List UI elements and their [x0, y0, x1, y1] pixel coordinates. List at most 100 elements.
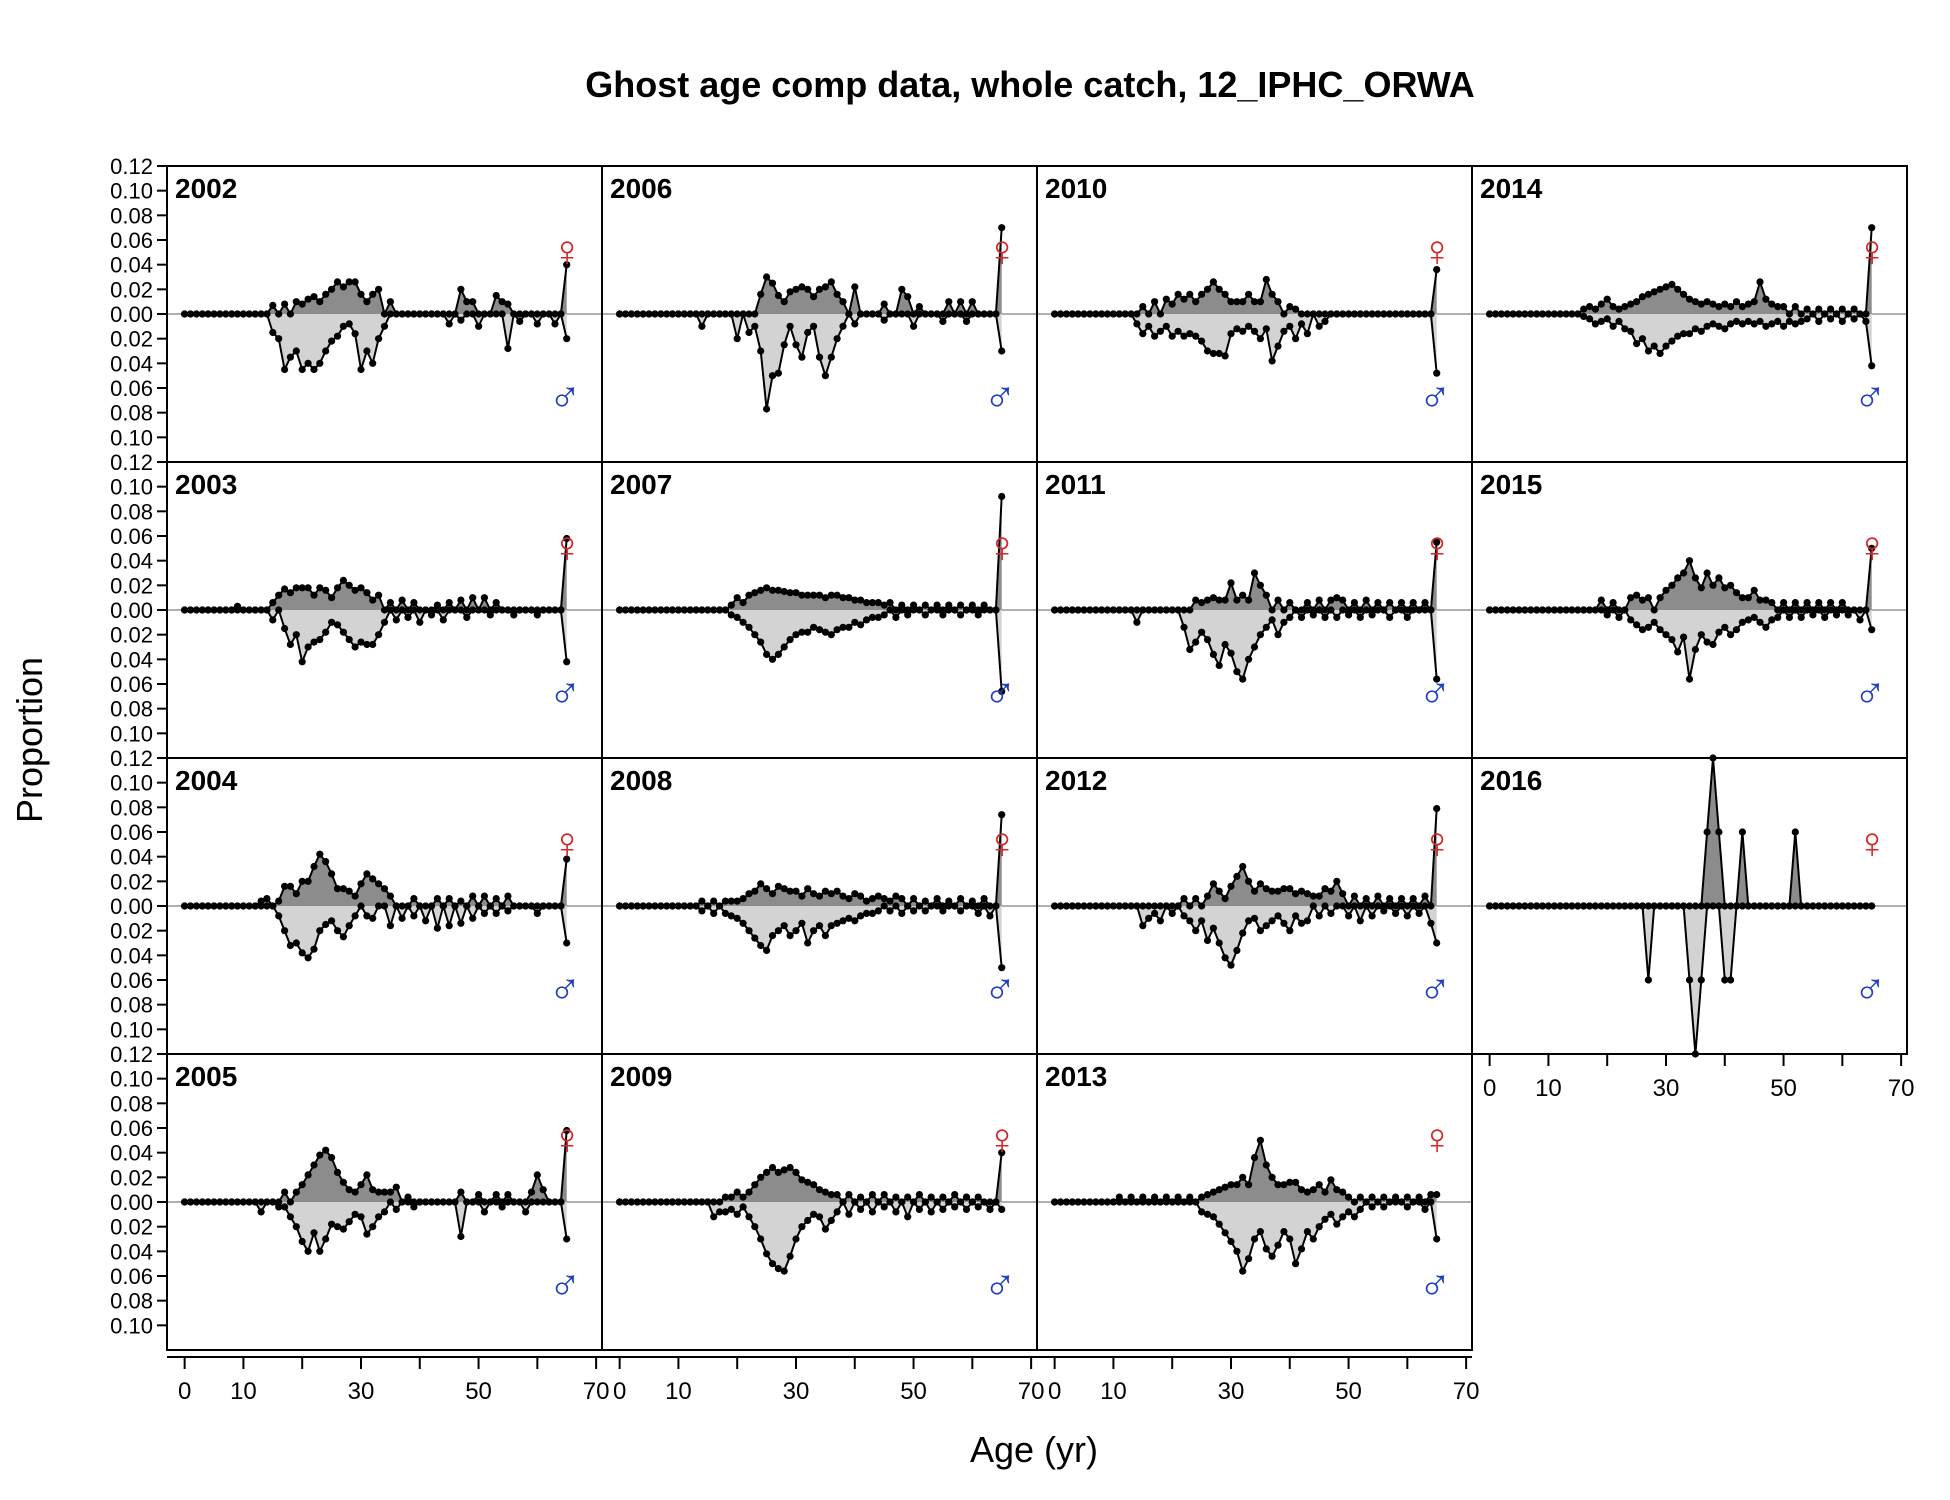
- male-point: [1832, 902, 1841, 910]
- male-point: [1327, 606, 1335, 614]
- female-point: [774, 1168, 783, 1176]
- male-point: [1785, 902, 1793, 910]
- female-point: [1151, 298, 1159, 306]
- male-symbol: ♂: [549, 669, 582, 718]
- female-point: [804, 1178, 812, 1186]
- male-point: [445, 922, 453, 930]
- male-point: [1192, 638, 1200, 646]
- female-point: [1339, 890, 1347, 898]
- male-point: [851, 1198, 859, 1206]
- female-point: [1333, 594, 1341, 602]
- female-point: [304, 1171, 312, 1179]
- female-point: [833, 290, 841, 298]
- female-point: [957, 601, 965, 609]
- male-point: [957, 611, 965, 619]
- male-point: [710, 606, 718, 614]
- male-point: [1421, 606, 1429, 614]
- male-point: [1139, 330, 1147, 338]
- male-point: [380, 902, 389, 910]
- female-point: [1239, 862, 1247, 871]
- female-point: [1727, 581, 1735, 589]
- female-point: [1756, 278, 1764, 286]
- y-tick-label: 0.04: [110, 253, 153, 278]
- male-point: [1397, 902, 1406, 910]
- female-point: [1591, 305, 1599, 313]
- male-point: [1333, 310, 1341, 318]
- female-point: [1250, 569, 1259, 577]
- female-point: [1433, 266, 1441, 274]
- female-point: [1221, 1183, 1229, 1191]
- male-point: [480, 310, 488, 318]
- y-tick-label: 0.08: [110, 401, 153, 426]
- male-point: [939, 611, 947, 619]
- x-tick-label: 10: [1535, 1075, 1562, 1102]
- female-point: [380, 606, 389, 614]
- male-point: [739, 310, 747, 318]
- male-point: [1162, 322, 1170, 330]
- male-point: [192, 606, 200, 614]
- male-point: [1433, 1235, 1441, 1243]
- male-point: [1321, 317, 1329, 325]
- male-point: [433, 1198, 441, 1206]
- male-point: [1544, 310, 1552, 318]
- male-point: [1174, 606, 1182, 614]
- male-symbol: ♂: [1419, 1261, 1452, 1310]
- male-point: [910, 907, 918, 915]
- female-point: [1744, 300, 1752, 308]
- male-point: [998, 687, 1006, 696]
- female-point: [345, 887, 353, 895]
- female-point: [1756, 596, 1764, 604]
- male-area: [619, 906, 1002, 968]
- male-point: [286, 640, 294, 649]
- male-point: [545, 1198, 553, 1206]
- male-point: [1821, 902, 1829, 910]
- male-point: [1780, 606, 1788, 614]
- male-point: [316, 636, 324, 644]
- male-point: [369, 1223, 377, 1231]
- male-point: [663, 310, 671, 318]
- male-point: [1174, 1198, 1182, 1206]
- male-point: [815, 922, 824, 930]
- male-point: [422, 310, 430, 318]
- female-symbol: ♀: [1421, 227, 1454, 276]
- male-point: [533, 1198, 541, 1206]
- male-point: [445, 320, 453, 328]
- male-point: [1709, 320, 1717, 328]
- male-point: [815, 1213, 824, 1221]
- female-point: [1256, 880, 1264, 888]
- female-point: [768, 1163, 777, 1172]
- female-point: [1303, 1188, 1311, 1196]
- male-point: [1797, 317, 1805, 325]
- male-point: [998, 964, 1006, 972]
- female-point: [1292, 1178, 1300, 1186]
- y-tick-label: 0.02: [110, 623, 153, 648]
- female-point: [827, 890, 835, 898]
- male-point: [833, 335, 841, 343]
- female-point: [357, 584, 365, 592]
- male-point: [1732, 317, 1741, 325]
- female-point: [286, 1198, 294, 1206]
- female-point: [780, 298, 788, 306]
- male-symbol: ♂: [1419, 669, 1452, 718]
- female-point: [533, 310, 541, 318]
- male-area: [1054, 1202, 1437, 1272]
- female-point: [1685, 557, 1694, 565]
- male-point: [1685, 330, 1694, 338]
- female-point: [1674, 285, 1682, 293]
- male-point: [645, 606, 653, 614]
- female-point: [1339, 1188, 1347, 1196]
- male-point: [1233, 325, 1241, 333]
- female-point: [375, 1188, 383, 1196]
- female-point: [1397, 599, 1406, 607]
- male-point: [1721, 325, 1729, 333]
- male-point: [904, 310, 912, 318]
- male-point: [263, 310, 271, 318]
- female-point: [792, 589, 800, 597]
- male-point: [1427, 1198, 1435, 1206]
- male-point: [392, 1205, 400, 1213]
- male-point: [1086, 902, 1094, 910]
- female-point: [1403, 606, 1411, 614]
- x-tick-label: 30: [1218, 1378, 1245, 1405]
- male-point: [1392, 1198, 1400, 1206]
- male-point: [774, 1265, 783, 1273]
